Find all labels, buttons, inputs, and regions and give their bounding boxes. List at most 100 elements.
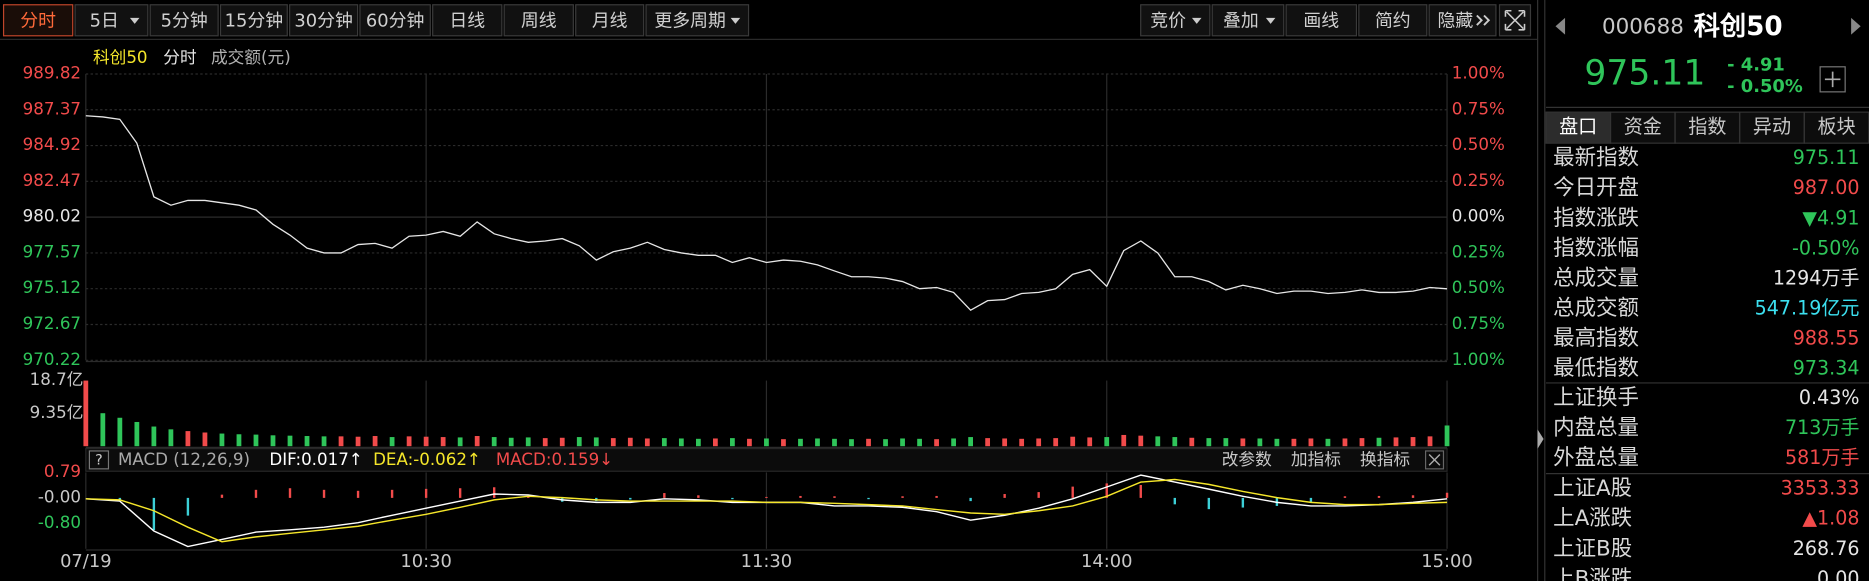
y-tick-label: 982.47: [23, 171, 81, 190]
volume-bar: [117, 417, 123, 447]
tab[interactable]: [1609, 111, 1676, 144]
toolbar-label: 隐藏: [1438, 10, 1474, 31]
volume-bar: [355, 436, 361, 447]
indicator-action[interactable]: 加指标: [1291, 450, 1341, 469]
info-value: 547.19亿元: [1755, 297, 1860, 319]
y-tick-label: 980.02: [23, 207, 81, 226]
next-arrow[interactable]: [1851, 17, 1861, 35]
toolbar-button[interactable]: [359, 4, 431, 37]
info-value: 973.34: [1793, 358, 1860, 380]
info-label: 指数涨幅: [1553, 236, 1639, 261]
volume-bar: [219, 433, 225, 447]
volume-bar: [917, 438, 922, 447]
volume-bar: [1087, 437, 1093, 447]
toolbar-button[interactable]: [1140, 4, 1211, 37]
volume-bar: [713, 438, 718, 447]
x-tick-label: 07/19: [60, 551, 111, 572]
add-button[interactable]: [1819, 66, 1846, 93]
toolbar-button[interactable]: [1358, 4, 1428, 37]
collapse-handle[interactable]: [1537, 429, 1544, 449]
volume-bar: [406, 436, 412, 447]
toolbar-label: 15分钟: [225, 10, 283, 31]
volume-bar: [1172, 437, 1178, 447]
volume-bar: [1376, 437, 1382, 447]
volume-bar: [1342, 438, 1348, 447]
y2-tick-label: 0.25%: [1452, 242, 1505, 261]
toolbar-label: 日线: [449, 10, 485, 31]
volume-bar: [1393, 437, 1399, 447]
info-value: 0.00: [1817, 568, 1859, 581]
quote-price: 975.11: [1584, 54, 1705, 94]
volume-bar: [559, 437, 565, 447]
y2-tick-label: 0.75%: [1452, 99, 1505, 118]
indicator-dea: DEA:-0.062↑: [373, 450, 481, 469]
info-value: 1294万手: [1773, 267, 1860, 289]
volume-bar: [321, 436, 327, 447]
info-label: 总成交额: [1553, 296, 1639, 321]
toolbar-button[interactable]: [432, 4, 503, 37]
volume-bar: [338, 436, 344, 447]
help-label: ?: [95, 453, 103, 469]
toolbar-button[interactable]: [1285, 4, 1358, 37]
toolbar-button[interactable]: [1428, 4, 1497, 37]
y-tick-label: -0.00: [38, 487, 81, 506]
volume-bar: [100, 413, 106, 447]
volume-bar: [1138, 435, 1144, 447]
volume-bar: [1274, 438, 1280, 447]
volume-bar: [1002, 438, 1008, 447]
toolbar-button[interactable]: [645, 4, 750, 37]
tab-label: 板块: [1818, 116, 1856, 138]
help-button[interactable]: [88, 450, 110, 470]
chart-legend: 成交额(元): [211, 48, 291, 67]
volume-bar: [1410, 437, 1416, 447]
volume-bar: [1359, 438, 1365, 447]
dropdown-arrow: [1191, 17, 1202, 24]
volume-bar: [151, 426, 157, 447]
toolbar-label: 30分钟: [294, 10, 352, 31]
tab[interactable]: [1739, 111, 1805, 144]
volume-bar: [423, 436, 429, 447]
volume-bar: [525, 437, 531, 447]
toolbar-button[interactable]: [575, 4, 645, 37]
indicator-action[interactable]: 改参数: [1222, 450, 1272, 469]
toolbar-button[interactable]: [2, 4, 74, 37]
y-tick-label: 970.22: [23, 350, 81, 369]
toolbar-button[interactable]: [289, 4, 359, 37]
toolbar-button[interactable]: [503, 4, 574, 37]
info-label: 指数涨跌: [1553, 206, 1639, 231]
y-tick-label: 977.57: [23, 242, 81, 261]
toolbar-button[interactable]: [219, 4, 288, 37]
volume-bar: [253, 434, 259, 447]
price-line: [85, 115, 1448, 312]
indicator-action[interactable]: 换指标: [1360, 450, 1410, 469]
toolbar-button[interactable]: [149, 4, 219, 37]
volume-bar: [764, 438, 769, 447]
y2-tick-label: 0.50%: [1452, 278, 1505, 297]
info-value: 975.11: [1793, 147, 1860, 169]
volume-bar: [236, 434, 242, 447]
quote-name: 科创50: [1694, 12, 1783, 42]
volume-bar: [798, 438, 803, 447]
volume-bar: [185, 431, 191, 447]
volume-bar: [134, 421, 140, 447]
volume-bar: [695, 438, 701, 447]
volume-bar: [1223, 438, 1229, 447]
volume-bar: [83, 380, 89, 447]
volume-bar: [1121, 434, 1127, 447]
tab-label: 异动: [1753, 116, 1791, 138]
volume-bar: [457, 437, 463, 447]
volume-bar: [1291, 438, 1297, 447]
tab[interactable]: [1545, 111, 1611, 144]
prev-arrow[interactable]: [1555, 17, 1566, 35]
close-button[interactable]: [1424, 450, 1445, 470]
volume-bar: [985, 438, 991, 447]
volume-bar: [389, 437, 395, 447]
y2-tick-label: 0.00%: [1452, 207, 1505, 226]
toolbar-label: 画线: [1303, 10, 1339, 31]
x-tick-label: 11:30: [741, 551, 792, 572]
toolbar-label: 竞价: [1150, 10, 1186, 31]
volume-bar: [832, 438, 837, 447]
volume-bar: [1070, 436, 1076, 447]
info-value: 581万手: [1785, 447, 1859, 469]
